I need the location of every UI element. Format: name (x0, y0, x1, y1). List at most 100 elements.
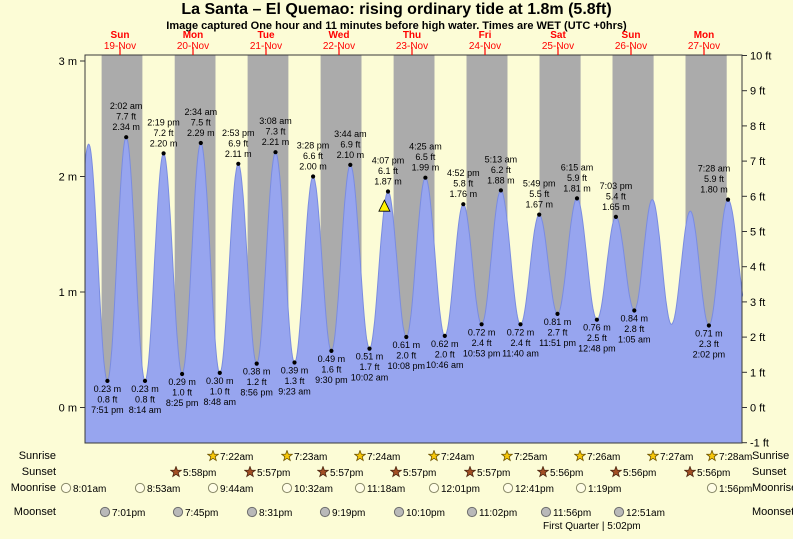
high-tide-label: 1.76 m (450, 189, 478, 199)
high-tide-label: 7.3 ft (266, 127, 287, 137)
moonset-time: 7:01pm (112, 508, 146, 519)
low-tide-label: 1:05 am (618, 334, 651, 344)
y-axis-label-ft: 0 ft (750, 403, 765, 415)
low-tide-label: 10:46 am (426, 360, 464, 370)
high-tide-label: 2:19 pm (147, 117, 180, 127)
low-tide-label: 1.7 ft (360, 362, 381, 372)
sunrise-entry: 7:25am (500, 449, 547, 463)
sunset-time: 5:57pm (257, 468, 291, 479)
day-date-label: 26-Nov (615, 41, 647, 52)
y-axis-label-ft: 1 ft (750, 367, 765, 379)
high-tide-label: 4:52 pm (447, 168, 480, 178)
plot-border (84, 54, 743, 444)
moonrise-icon (134, 482, 146, 494)
moonset-entry: 9:19pm (319, 506, 365, 519)
low-tide-label: 0.23 m (94, 384, 122, 394)
high-tide-label: 4:07 pm (372, 156, 405, 166)
high-tide-label: 4:25 am (409, 142, 442, 152)
tide-extreme-dot (706, 323, 712, 328)
sunrise-star-icon (705, 449, 719, 462)
sunset-entry: 5:56pm (683, 465, 731, 479)
tide-extreme-dot (217, 370, 222, 375)
sunset-entry: 5:57pm (243, 465, 291, 479)
sunset-star-icon (609, 465, 623, 478)
high-tide-label: 3:44 am (334, 129, 367, 139)
tide-extreme-dot (329, 348, 334, 353)
moonset-time: 9:19pm (332, 508, 366, 519)
sunset-time: 5:56pm (697, 468, 731, 479)
low-tide-label: 1.2 ft (247, 377, 268, 387)
sunrise-star-icon (353, 449, 367, 462)
sunrise-entry: 7:24am (353, 449, 400, 463)
y-axis-label-ft: 9 ft (750, 86, 765, 98)
sunset-star-icon (316, 465, 330, 478)
low-tide-label: 0.84 m (621, 313, 649, 323)
tide-extreme-dot (423, 175, 428, 180)
sunset-time: 5:58pm (183, 468, 217, 479)
moonrise-entry: 11:18am (354, 482, 405, 495)
low-tide-label: 0.39 m (281, 365, 309, 375)
tide-extreme-dot (124, 135, 129, 140)
low-tide-label: 1.0 ft (172, 388, 193, 398)
low-tide-label: 0.72 m (468, 327, 496, 337)
tide-extreme-dot (479, 322, 484, 327)
moonset-icon (172, 506, 184, 518)
moonrise-time: 1:19pm (588, 484, 622, 495)
low-tide-label: 0.71 m (695, 328, 723, 338)
tide-extreme-dot (254, 361, 259, 366)
sunset-time: 5:57pm (330, 468, 364, 479)
moonset-icon (393, 506, 405, 518)
day-date-label: 25-Nov (542, 41, 574, 52)
low-tide-label: 0.8 ft (135, 394, 156, 404)
high-tide-label: 6.5 ft (415, 152, 436, 162)
moonset-icon (319, 506, 331, 518)
high-tide-label: 1.81 m (563, 183, 591, 193)
low-tide-label: 0.51 m (356, 352, 384, 362)
low-tide-label: 9:30 pm (315, 375, 348, 385)
sunrise-entry: 7:23am (280, 449, 327, 463)
low-tide-label: 0.62 m (431, 339, 459, 349)
day-name-label: Sun (111, 30, 130, 41)
tide-extreme-dot (613, 214, 619, 219)
moonrise-entry: 9:44am (207, 482, 253, 495)
low-tide-label: 0.72 m (507, 327, 535, 337)
low-tide-label: 2.0 ft (396, 351, 417, 361)
moonset-icon (540, 506, 552, 518)
day-name-label: Mon (694, 30, 715, 41)
moonrise-entry: 12:01pm (428, 482, 480, 495)
high-tide-label: 5.9 ft (704, 174, 725, 184)
day-name-label: Tue (257, 30, 274, 41)
tide-extreme-dot (461, 202, 466, 207)
moonrise-icon (281, 482, 293, 494)
tide-extreme-dot (442, 333, 447, 338)
low-tide-label: 2.5 ft (587, 333, 608, 343)
sunset-entry: 5:57pm (463, 465, 510, 479)
tide-extreme-dot (632, 308, 637, 313)
low-tide-label: 1.6 ft (321, 364, 342, 374)
high-tide-label: 6.9 ft (340, 139, 361, 149)
moonset-icon (466, 506, 478, 518)
tide-extreme-dot (537, 212, 542, 217)
moonrise-time: 11:18am (367, 484, 406, 495)
low-tide-label: 0.38 m (243, 367, 271, 377)
high-tide-label: 1.65 m (602, 202, 630, 212)
y-axis-label-ft: 10 ft (750, 51, 771, 63)
moonset-entry: 11:02pm (466, 506, 517, 519)
low-tide-label: 0.30 m (206, 376, 234, 386)
high-tide-label: 2.10 m (337, 150, 365, 160)
moonrise-time: 12:41pm (515, 484, 554, 495)
day-date-label: 22-Nov (323, 41, 355, 52)
high-tide-label: 5.9 ft (567, 173, 588, 183)
high-tide-label: 2.34 m (112, 122, 140, 132)
day-name-label: Thu (403, 30, 421, 41)
tide-extreme-dot (385, 189, 391, 194)
moonrise-time: 1:56pm (719, 484, 753, 495)
sunset-star-icon (463, 465, 477, 478)
sunrise-time: 7:27am (660, 452, 694, 463)
low-tide-label: 12:48 pm (578, 344, 616, 354)
tide-extreme-dot (180, 371, 185, 377)
moonrise-entry: 10:32am (281, 482, 333, 495)
low-tide-label: 1.0 ft (210, 386, 231, 396)
